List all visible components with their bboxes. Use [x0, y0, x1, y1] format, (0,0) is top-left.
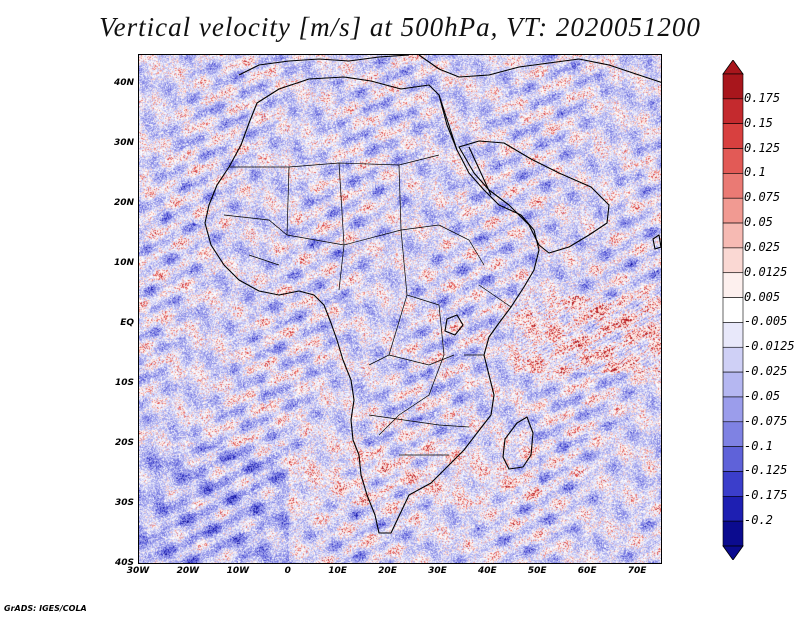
colorbar-label: -0.05: [744, 388, 781, 403]
lon-tick-label: 30E: [428, 566, 447, 576]
credit-text: GrADS: IGES/COLA: [4, 604, 87, 613]
colorbar-label: -0.005: [744, 314, 788, 329]
europe-coastline: [238, 55, 661, 83]
colorbar-label: 0.175: [744, 90, 781, 105]
lat-tick-label: 30N: [113, 138, 134, 148]
colorbar-segment: [722, 123, 744, 149]
colorbar-segment: [722, 396, 744, 423]
lon-tick-label: 30W: [126, 566, 150, 576]
colorbar-segment: [722, 197, 744, 224]
lake-victoria: [444, 314, 464, 336]
colorbar-segment: [722, 297, 744, 323]
colorbar-label: -0.2: [744, 513, 773, 528]
chart-title: Vertical velocity [m/s] at 500hPa, VT: 2…: [99, 12, 701, 42]
colorbar-segment: [722, 322, 744, 348]
lat-tick-label: 10S: [114, 378, 134, 388]
colorbar-label: 0.075: [744, 190, 781, 205]
arabia-coastline: [458, 140, 610, 254]
colorbar-max-triangle: [722, 60, 744, 75]
madagascar-coastline: [502, 416, 534, 470]
lon-tick-label: 0: [284, 566, 291, 576]
lat-tick-label: EQ: [120, 318, 134, 328]
colorbar-label: -0.075: [744, 413, 788, 428]
colorbar-label: 0.005: [744, 289, 781, 304]
colorbar: [722, 60, 744, 560]
colorbar-segment: [722, 247, 744, 274]
colorbar-segment: [722, 73, 744, 100]
vertical-velocity-field: [139, 55, 661, 563]
colorbar-label: 0.0125: [744, 264, 788, 279]
colorbar-label: 0.1: [744, 165, 766, 180]
colorbar-segment: [722, 520, 744, 547]
colorbar-segment: [722, 496, 744, 522]
colorbar-label: 0.15: [744, 115, 773, 130]
colorbar-segment: [722, 173, 744, 199]
colorbar-segment: [722, 272, 744, 298]
colorbar-min-triangle: [722, 545, 744, 560]
colorbar-label: 0.025: [744, 239, 781, 254]
colorbar-label: 0.05: [744, 215, 773, 230]
lat-tick-label: 30S: [114, 498, 134, 508]
colorbar-segment: [722, 98, 744, 124]
lon-tick-label: 20E: [378, 566, 397, 576]
lat-tick-label: 40S: [114, 558, 134, 568]
colorbar-segment: [722, 421, 744, 447]
red-sea-coast: [438, 94, 492, 196]
colorbar-segment: [722, 471, 744, 497]
lon-tick-label: 20W: [176, 566, 200, 576]
sri-lanka-coast: [652, 234, 661, 250]
colorbar-segment: [722, 148, 744, 174]
colorbar-label: -0.125: [744, 463, 788, 478]
map-frame[interactable]: [138, 54, 662, 564]
colorbar-segment: [722, 371, 744, 398]
coastline-overlay: [204, 55, 661, 534]
lon-tick-label: 10E: [328, 566, 347, 576]
lat-tick-label: 10N: [113, 258, 134, 268]
lon-tick-label: 70E: [627, 566, 647, 576]
colorbar-label: 0.125: [744, 140, 781, 155]
colorbar-label: -0.025: [744, 364, 788, 379]
colorbar-segment: [722, 346, 744, 373]
colorbar-segment: [722, 446, 744, 472]
lon-tick-label: 50E: [527, 566, 547, 576]
lat-tick-label: 20S: [114, 438, 134, 448]
lon-tick-label: 40E: [477, 566, 497, 576]
colorbar-label: -0.1: [744, 438, 773, 453]
colorbar-label: -0.175: [744, 488, 788, 503]
africa-coastline: [204, 76, 540, 534]
lat-tick-label: 20N: [113, 198, 134, 208]
lon-tick-label: 10W: [226, 566, 250, 576]
colorbar-label: -0.0125: [744, 339, 795, 354]
lat-tick-label: 40N: [113, 78, 134, 88]
colorbar-segment: [722, 222, 744, 249]
country-borders: [223, 154, 512, 456]
lon-tick-label: 60E: [577, 566, 597, 576]
